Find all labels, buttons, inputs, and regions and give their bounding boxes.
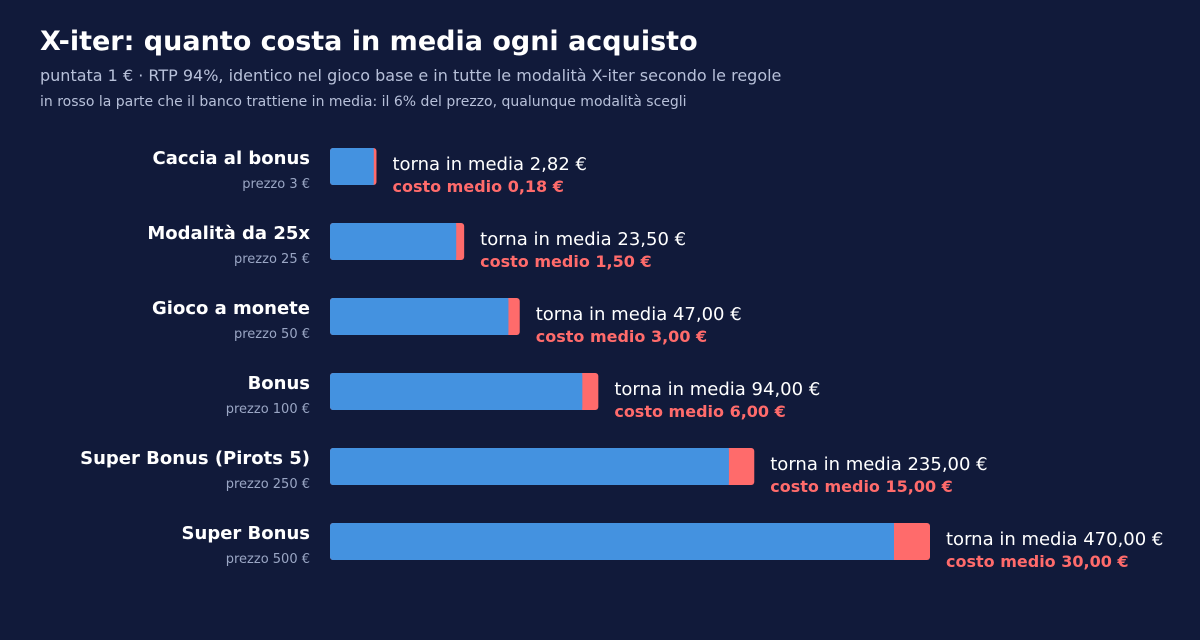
cost-label: costo medio 6,00 € [614, 402, 785, 421]
return-bar-join [369, 148, 374, 185]
return-bar [330, 298, 509, 335]
return-label: torna in media 2,82 € [392, 154, 586, 175]
return-bar-join [504, 298, 509, 335]
cost-label: costo medio 3,00 € [536, 327, 707, 346]
return-bar [330, 148, 374, 185]
return-label: torna in media 23,50 € [480, 229, 686, 250]
chart-subtitle: puntata 1 € · RTP 94%, identico nel gioc… [40, 66, 782, 85]
price-label: prezzo 50 € [234, 327, 310, 342]
category-label: Super Bonus (Pirots 5) [80, 448, 310, 469]
return-bar-join [724, 448, 729, 485]
price-label: prezzo 250 € [226, 477, 310, 492]
price-label: prezzo 25 € [234, 252, 310, 267]
cost-label: costo medio 15,00 € [770, 477, 953, 496]
return-label: torna in media 235,00 € [770, 454, 987, 475]
return-bar [330, 223, 457, 260]
return-bar-join [452, 223, 457, 260]
category-label: Gioco a monete [152, 298, 310, 319]
cost-label: costo medio 30,00 € [946, 552, 1129, 571]
return-label: torna in media 470,00 € [946, 529, 1163, 550]
price-label: prezzo 500 € [226, 552, 310, 567]
return-label: torna in media 47,00 € [536, 304, 742, 325]
return-bar-join [890, 523, 894, 560]
chart-note: in rosso la parte che il banco trattiene… [40, 94, 687, 110]
price-label: prezzo 100 € [226, 402, 310, 417]
category-label: Bonus [248, 373, 310, 394]
cost-label: costo medio 0,18 € [392, 177, 563, 196]
category-label: Caccia al bonus [153, 148, 310, 169]
cost-label: costo medio 1,50 € [480, 252, 651, 271]
chart-title: X-iter: quanto costa in media ogni acqui… [40, 26, 698, 57]
return-label: torna in media 94,00 € [614, 379, 820, 400]
category-label: Modalità da 25x [147, 223, 310, 244]
price-label: prezzo 3 € [242, 177, 310, 192]
return-bar [330, 523, 894, 560]
return-bar [330, 373, 583, 410]
return-bar [330, 448, 729, 485]
category-label: Super Bonus [182, 523, 310, 544]
return-bar-join [578, 373, 583, 410]
